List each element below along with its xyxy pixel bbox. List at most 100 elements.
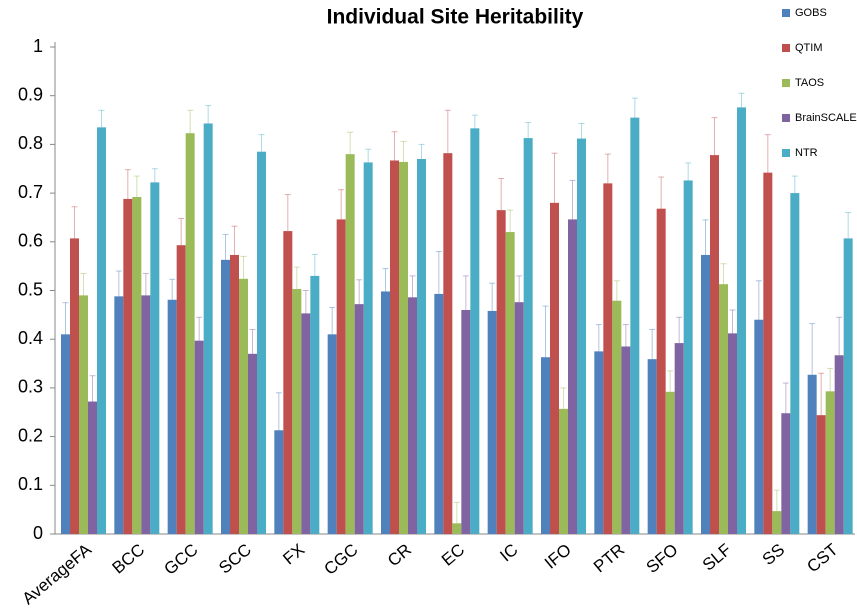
error-bar (80, 272, 87, 296)
error-bar (187, 109, 194, 134)
y-tick-label: 0.7 (18, 182, 43, 202)
bar (345, 154, 355, 534)
error-bar (178, 217, 185, 246)
legend-label: BrainSCALE (795, 112, 857, 124)
x-tick-label: PTR (590, 540, 628, 576)
bar (728, 333, 737, 534)
error-bar (622, 324, 629, 347)
error-bar (302, 290, 309, 314)
error-bar (62, 302, 69, 335)
bar (150, 182, 160, 535)
legend-label: NTR (795, 147, 818, 159)
bar (577, 138, 586, 534)
bar (194, 340, 204, 534)
legend-swatch (782, 149, 790, 157)
x-tick-label: GCC (160, 540, 201, 579)
bar (141, 295, 151, 534)
bar (61, 334, 70, 534)
bar (594, 351, 604, 534)
error-bar (142, 272, 149, 296)
error-bar (471, 114, 478, 129)
y-tick-label: 0.4 (18, 328, 43, 348)
error-bar (275, 392, 282, 431)
bar (292, 289, 302, 534)
bar (452, 523, 462, 534)
bar (674, 343, 684, 534)
bar (630, 117, 640, 535)
bar (70, 238, 79, 535)
bar (612, 300, 622, 534)
error-bar (649, 328, 656, 360)
error-bar (738, 92, 745, 108)
error-bar (685, 162, 692, 181)
error-bar (205, 104, 212, 124)
legend-swatch (782, 44, 790, 52)
error-bar (133, 175, 140, 197)
error-bar (764, 134, 771, 173)
y-tick-label: 0.6 (18, 231, 43, 251)
bar (390, 160, 399, 534)
bar (176, 245, 186, 535)
x-tick-label: CST (803, 540, 841, 576)
bar (79, 295, 88, 534)
x-tick-label: IFO (541, 540, 575, 573)
error-bar (507, 209, 514, 233)
error-bar (809, 323, 816, 375)
error-bar (240, 255, 247, 279)
error-bar (222, 233, 229, 260)
error-bar (631, 97, 638, 118)
error-bar (284, 194, 291, 232)
error-bar (658, 176, 665, 209)
error-bar (338, 189, 345, 220)
bar (310, 275, 320, 534)
x-tick-label: CR (384, 540, 415, 570)
bar (665, 391, 675, 534)
bar (327, 334, 337, 534)
error-bar (729, 309, 736, 334)
legend-label: QTIM (795, 42, 823, 54)
error-bar (791, 175, 798, 194)
y-tick-label: 0.8 (18, 133, 43, 153)
error-bar (542, 305, 549, 358)
bar (283, 231, 293, 534)
x-tick-label: FX (279, 540, 308, 569)
error-bar (293, 266, 300, 290)
x-tick-label: CGC (320, 540, 361, 579)
bar (496, 210, 506, 534)
legend-swatch (782, 9, 790, 17)
error-bar (435, 251, 442, 294)
bar (443, 153, 453, 534)
y-tick-label: 0.5 (18, 279, 43, 299)
error-bar (755, 280, 762, 320)
bar (399, 161, 408, 534)
error-bar (516, 275, 523, 303)
bar (807, 374, 817, 534)
error-bar (613, 280, 620, 301)
bar (470, 128, 480, 535)
error-bar (311, 253, 318, 276)
bar (417, 159, 426, 534)
y-tick-label: 0.3 (18, 377, 43, 397)
bar (701, 254, 710, 534)
error-bar (258, 134, 265, 152)
x-tick-label: SLF (699, 540, 735, 575)
x-tick-label: SCC (215, 540, 255, 578)
error-bar (569, 179, 576, 220)
bar (559, 408, 568, 534)
error-bar (89, 375, 96, 402)
bar (114, 296, 124, 534)
error-bar (711, 117, 718, 156)
error-bar (498, 177, 505, 211)
legend-label: GOBS (795, 7, 827, 19)
bar (523, 138, 533, 534)
bar (825, 391, 835, 534)
bar (354, 304, 364, 534)
bar (719, 284, 728, 534)
error-bar (444, 109, 451, 154)
error-bar (836, 316, 843, 356)
bar (434, 293, 444, 534)
bar (603, 183, 613, 535)
bar (568, 219, 577, 534)
legend-swatch (782, 79, 790, 87)
bar (274, 430, 284, 534)
